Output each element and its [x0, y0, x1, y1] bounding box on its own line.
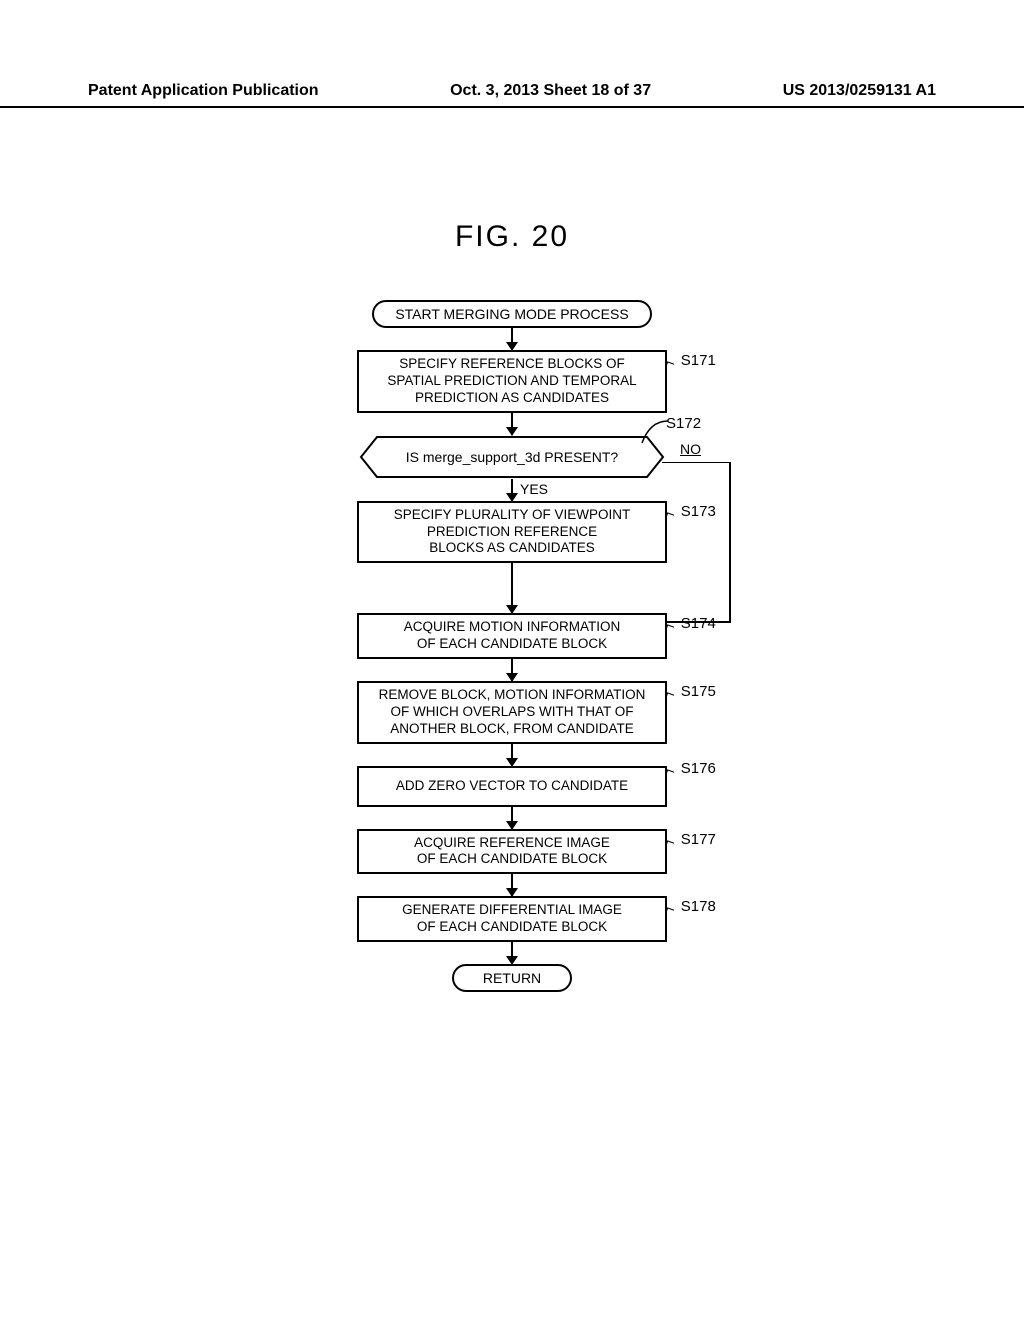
s177-line1: ACQUIRE REFERENCE IMAGE	[365, 835, 659, 852]
arrow-merge-s174	[511, 585, 513, 613]
s175-line3: ANOTHER BLOCK, FROM CANDIDATE	[365, 721, 659, 738]
s171-line1: SPECIFY REFERENCE BLOCKS OF	[365, 356, 659, 373]
s171-line2: SPATIAL PREDICTION AND TEMPORAL	[365, 373, 659, 390]
s175-line2: OF WHICH OVERLAPS WITH THAT OF	[365, 704, 659, 721]
patent-header: Patent Application Publication Oct. 3, 2…	[0, 82, 1024, 108]
process-s176: ADD ZERO VECTOR TO CANDIDATE	[357, 766, 667, 807]
decision-no-label: NO	[680, 441, 701, 457]
label-s171: ⌐S171	[672, 352, 716, 369]
arrow-s177-s178	[511, 874, 513, 896]
process-s171: SPECIFY REFERENCE BLOCKS OF SPATIAL PRED…	[357, 350, 667, 413]
process-s178: GENERATE DIFFERENTIAL IMAGE OF EACH CAND…	[357, 896, 667, 942]
arrow-s174-s175	[511, 659, 513, 681]
s175-line1: REMOVE BLOCK, MOTION INFORMATION	[365, 687, 659, 704]
terminator-start-text: START MERGING MODE PROCESS	[395, 306, 628, 322]
s176-text: ADD ZERO VECTOR TO CANDIDATE	[365, 778, 659, 795]
arrow-start-s171	[511, 328, 513, 350]
s178-line1: GENERATE DIFFERENTIAL IMAGE	[365, 902, 659, 919]
s171-line3: PREDICTION AS CANDIDATES	[365, 390, 659, 407]
process-s174: ACQUIRE MOTION INFORMATION OF EACH CANDI…	[357, 613, 667, 659]
header-mid: Oct. 3, 2013 Sheet 18 of 37	[450, 82, 651, 100]
flowchart: START MERGING MODE PROCESS SPECIFY REFER…	[0, 300, 1024, 992]
process-s177: ACQUIRE REFERENCE IMAGE OF EACH CANDIDAT…	[357, 829, 667, 875]
label-s176: ⌐S176	[672, 760, 716, 777]
s177-line2: OF EACH CANDIDATE BLOCK	[365, 851, 659, 868]
label-s177: ⌐S177	[672, 831, 716, 848]
header-left: Patent Application Publication	[88, 82, 319, 100]
terminator-start: START MERGING MODE PROCESS	[372, 300, 652, 328]
terminator-return-text: RETURN	[483, 970, 541, 986]
s174-line1: ACQUIRE MOTION INFORMATION	[365, 619, 659, 636]
arrow-s171-s172	[511, 413, 513, 435]
figure-title: FIG. 20	[0, 220, 1024, 254]
label-s175: ⌐S175	[672, 683, 716, 700]
label-s174: ⌐S174	[672, 615, 716, 632]
arrow-s176-s177	[511, 807, 513, 829]
s178-line2: OF EACH CANDIDATE BLOCK	[365, 919, 659, 936]
header-right: US 2013/0259131 A1	[783, 82, 936, 100]
label-s178: ⌐S178	[672, 898, 716, 915]
arrow-s178-return	[511, 942, 513, 964]
arrow-s175-s176	[511, 744, 513, 766]
s174-line2: OF EACH CANDIDATE BLOCK	[365, 636, 659, 653]
process-s175: REMOVE BLOCK, MOTION INFORMATION OF WHIC…	[357, 681, 667, 744]
no-bypass-path	[512, 462, 742, 638]
terminator-return: RETURN	[452, 964, 572, 992]
